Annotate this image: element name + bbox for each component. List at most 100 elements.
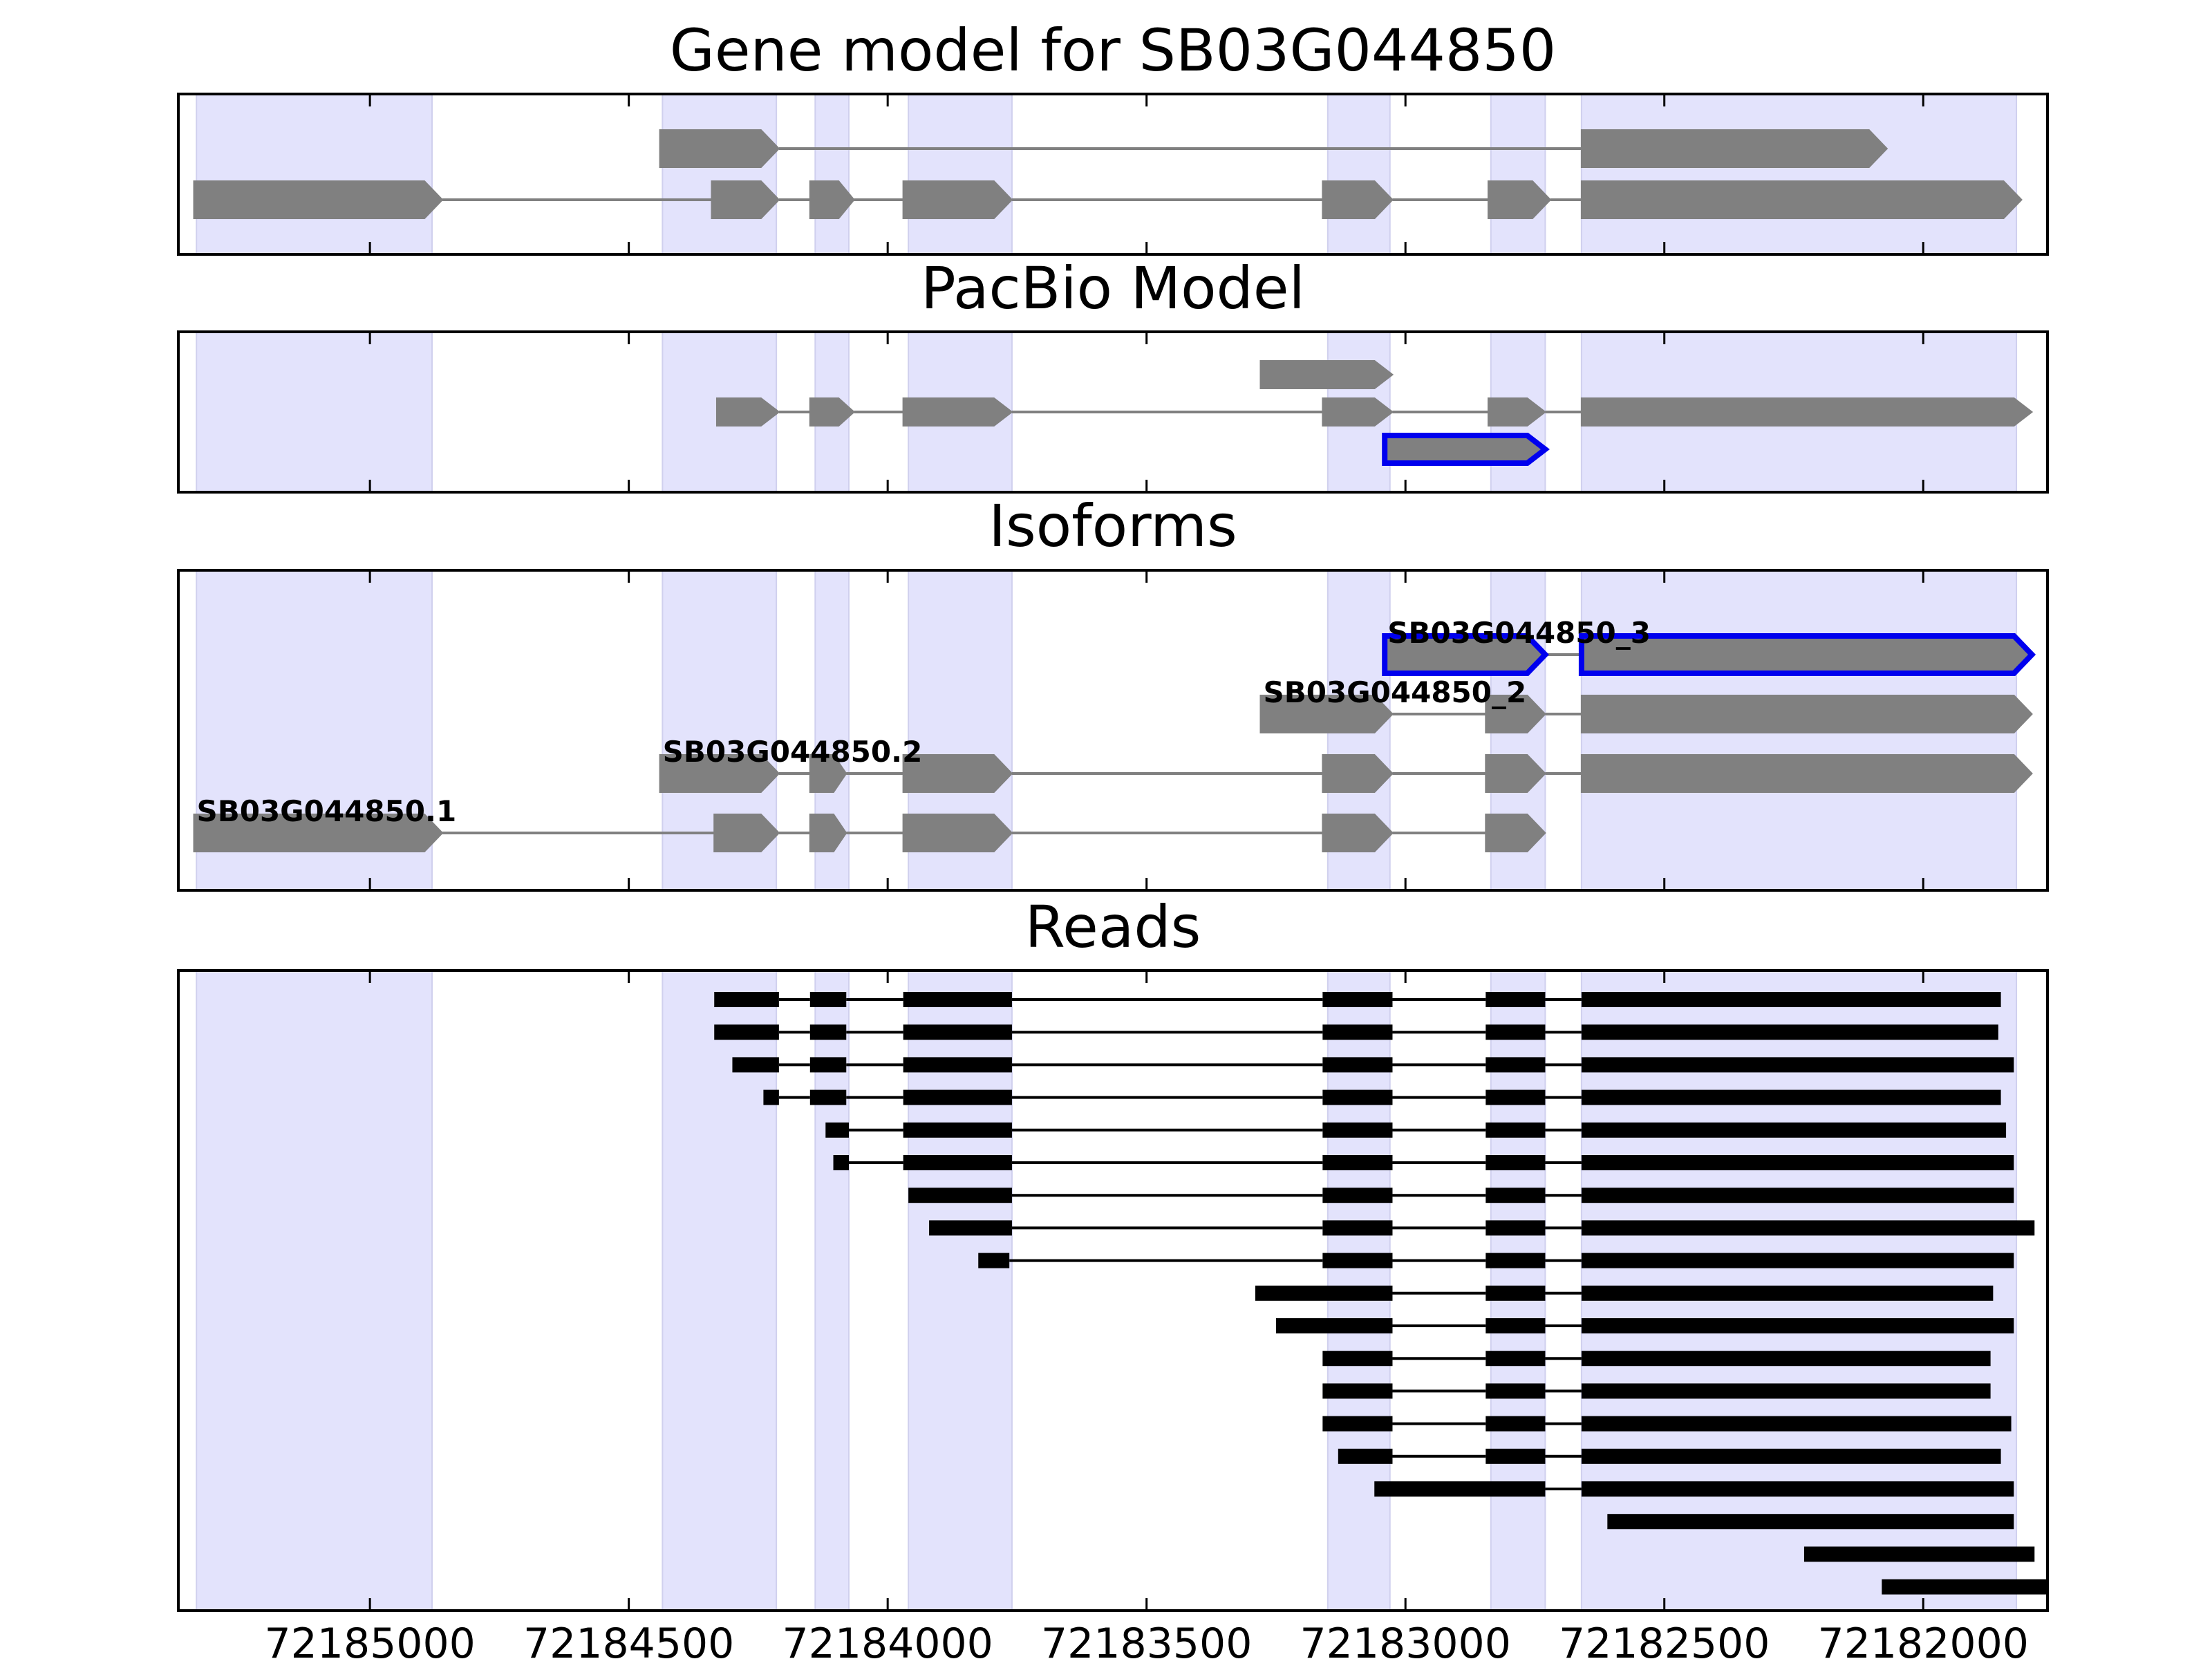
read-block <box>1581 1188 2014 1203</box>
exon-shading-region <box>196 93 433 255</box>
exon-block <box>902 397 1013 427</box>
read-block <box>1581 1253 2014 1268</box>
read-block <box>714 1024 779 1040</box>
read-block <box>1803 1546 2035 1562</box>
read-block <box>809 1057 847 1073</box>
read-block <box>1338 1448 1393 1464</box>
exon-block <box>1488 397 1547 427</box>
read-block <box>1581 1318 2014 1333</box>
axes-frame <box>177 93 2049 256</box>
pacbio-model-panel: PacBio Model <box>177 254 2049 494</box>
exon-block <box>809 754 847 793</box>
read-block <box>1322 1089 1393 1105</box>
x-tick-label: 72185000 <box>264 1620 475 1659</box>
read-block <box>809 1024 847 1040</box>
exon-block <box>1580 180 2023 219</box>
read-block <box>1485 1318 1546 1333</box>
exon-shading-region <box>814 93 850 255</box>
read-block <box>1322 1122 1393 1138</box>
exon-block <box>1322 754 1394 793</box>
read-block <box>1485 1220 1546 1236</box>
exon-block <box>1580 754 2033 793</box>
exon-block <box>193 814 444 852</box>
read-block <box>1581 1481 2014 1497</box>
highlighted-exon <box>1382 433 1550 466</box>
read-block <box>809 1089 847 1105</box>
read-block <box>833 1155 849 1170</box>
panel-title: Isoforms <box>988 492 1237 560</box>
isoform-label: SB03G044850.1 <box>196 794 456 828</box>
exon-block <box>1485 754 1546 793</box>
read-block <box>1485 1024 1546 1040</box>
read-block <box>1322 992 1393 1007</box>
read-block <box>1485 992 1546 1007</box>
read-block <box>1485 1253 1546 1268</box>
exon-shading-region <box>196 970 433 1611</box>
exon-shading-region <box>814 970 850 1611</box>
read-block <box>1882 1579 2047 1595</box>
read-block <box>1581 1220 2035 1236</box>
read-block <box>903 1155 1012 1170</box>
exon-block <box>902 180 1013 219</box>
exon-shading-region <box>662 93 778 255</box>
axes-frame <box>177 969 2049 1612</box>
read-block <box>1485 1285 1546 1301</box>
read-block <box>1485 1383 1546 1399</box>
x-tick-label: 72184500 <box>523 1620 734 1659</box>
exon-shading-region <box>1580 93 2018 255</box>
exon-block <box>809 180 855 219</box>
exon-block <box>659 754 780 793</box>
panel-title: Reads <box>1025 893 1201 961</box>
read-block <box>714 992 779 1007</box>
gene-model-panel: Gene model for SB03G044850 <box>177 17 2049 256</box>
read-block <box>903 1089 1012 1105</box>
exon-block <box>193 180 444 219</box>
read-block <box>1581 1122 2007 1138</box>
read-block <box>903 1024 1012 1040</box>
exon-block <box>809 397 855 427</box>
read-block <box>903 992 1012 1007</box>
read-block <box>1374 1481 1546 1497</box>
read-block <box>1322 1057 1393 1073</box>
read-block <box>1322 1416 1393 1432</box>
exon-block <box>902 754 1013 793</box>
exon-block <box>809 814 847 852</box>
read-block <box>809 992 847 1007</box>
highlighted-exon <box>1578 633 2036 676</box>
x-tick-label: 72183000 <box>1300 1620 1511 1659</box>
read-block <box>1581 1416 2012 1432</box>
read-block <box>1607 1514 2014 1530</box>
exon-block <box>1259 360 1394 389</box>
read-block <box>1581 1024 1998 1040</box>
exon-block <box>1322 814 1394 852</box>
read-block <box>903 1122 1012 1138</box>
x-tick-label: 72183500 <box>1041 1620 1252 1659</box>
axes-frame <box>177 569 2049 892</box>
isoform-label: SB03G044850_2 <box>1263 675 1526 709</box>
read-block <box>1275 1318 1393 1333</box>
read-block <box>908 1188 1012 1203</box>
read-block <box>1322 1155 1393 1170</box>
read-block <box>1485 1089 1546 1105</box>
exon-shading-region <box>908 970 1013 1611</box>
isoform-label: SB03G044850_3 <box>1387 616 1651 650</box>
read-block <box>1322 1351 1393 1367</box>
exon-shading-region <box>908 93 1013 255</box>
read-block <box>1581 1089 2001 1105</box>
read-block <box>1581 1057 2014 1073</box>
read-block <box>825 1122 849 1138</box>
read-block <box>1485 1057 1546 1073</box>
read-block <box>1485 1155 1546 1170</box>
exon-shading-region <box>196 331 433 493</box>
read-block <box>929 1220 1012 1236</box>
read-block <box>1581 1351 1991 1367</box>
read-block <box>1485 1448 1546 1464</box>
exon-block <box>1580 695 2033 733</box>
read-block <box>1581 1383 1991 1399</box>
exon-shading-region <box>1490 93 1546 255</box>
read-block <box>1485 1351 1546 1367</box>
x-tick-label: 72182500 <box>1559 1620 1770 1659</box>
read-block <box>1485 1122 1546 1138</box>
read-block <box>1322 1253 1393 1268</box>
